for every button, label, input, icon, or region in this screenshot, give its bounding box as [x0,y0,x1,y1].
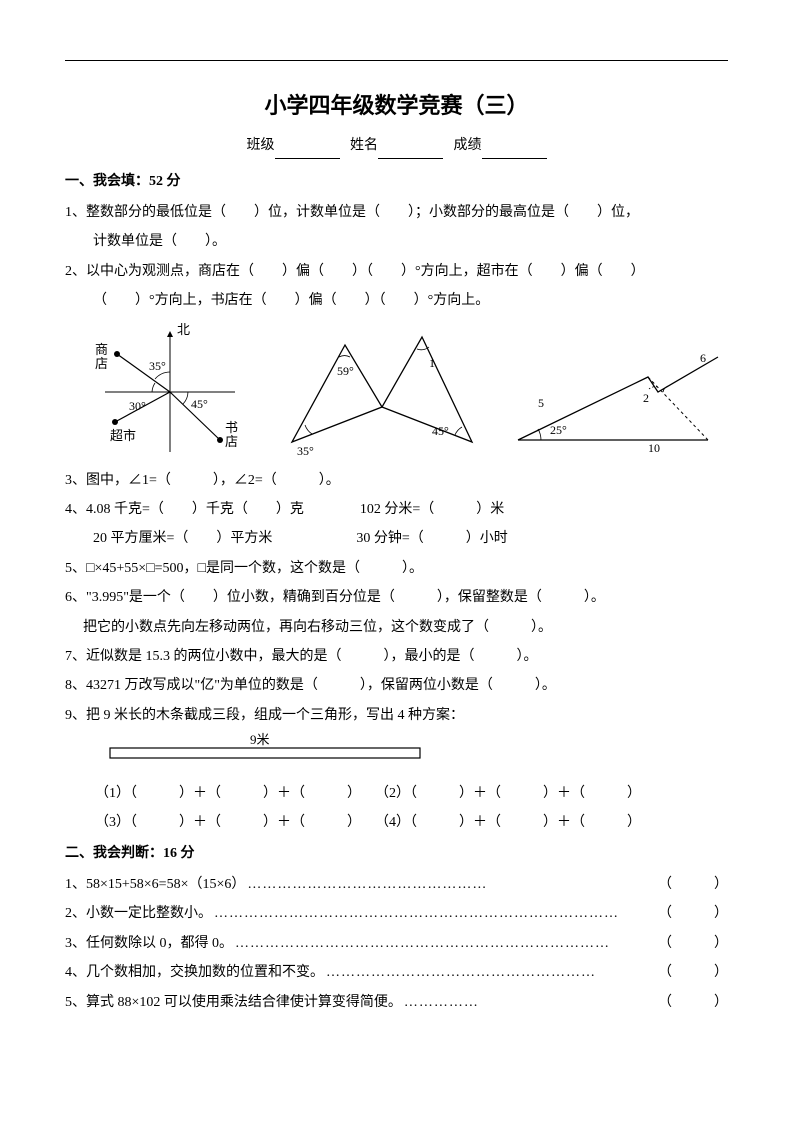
judge-q2: 2、小数一定比整数小。 ……………………………………………………………………… … [65,899,728,928]
judge-q3: 3、任何数除以 0，都得 0。 ………………………………………………………………… [65,929,728,958]
svg-text:35°: 35° [149,359,166,373]
svg-text:45°: 45° [432,424,449,438]
student-info-line: 班级 姓名 成绩 [65,133,728,160]
compass-diagram: 北 商店 35° 30° 45° 超市 书店 [85,322,255,462]
q9-row2: （3）（ ）＋（ ）＋（ ） （4）（ ）＋（ ）＋（ ） [65,808,728,837]
svg-text:35°: 35° [297,444,314,457]
q4a: 4、4.08 千克=（ ）千克（ ）克 102 分米=（ ）米 [65,495,728,524]
q1-line1: 1、整数部分的最低位是（ ）位，计数单位是（ ）；小数部分的最高位是（ ）位， [65,198,728,227]
svg-text:30°: 30° [129,399,146,413]
diagrams-row: 北 商店 35° 30° 45° 超市 书店 35° 59° 1 45° 25°… [85,322,728,462]
q8: 8、43271 万改写成以"亿"为单位的数是（ ），保留两位小数是（ ）。 [65,671,728,700]
q6a: 6、"3.995"是一个（ ）位小数，精确到百分位是（ ），保留整数是（ ）。 [65,583,728,612]
judge-q5: 5、算式 88×102 可以使用乘法结合律使计算变得简便。 …………… （ ） [65,988,728,1017]
page-title: 小学四年级数学竞赛（三） [65,85,728,127]
q9-row1: （1）（ ）＋（ ）＋（ ） （2）（ ）＋（ ）＋（ ） [65,779,728,808]
judge-q1: 1、58×15+58×6=58×（15×6） ………………………………………… … [65,870,728,899]
svg-text:2: 2 [643,391,649,405]
triangles-diagram: 35° 59° 1 45° [277,327,487,457]
svg-text:超市: 超市 [110,428,136,443]
section-1-head: 一、我会填：52 分 [65,169,728,196]
bar-9m-diagram: 9米 [105,732,728,775]
svg-text:25°: 25° [550,423,567,437]
q6b: 把它的小数点先向左移动两位，再向右移动三位，这个数变成了（ ）。 [65,613,728,642]
svg-text:10: 10 [648,441,660,452]
q1-line2: 计数单位是（ ）。 [65,227,728,256]
svg-text:59°: 59° [337,364,354,378]
q5: 5、□×45+55×□=500，□是同一个数，这个数是（ ）。 [65,554,728,583]
judge-q4: 4、几个数相加，交换加数的位置和不变。 ……………………………………………… （… [65,958,728,987]
svg-text:北: 北 [177,322,190,337]
svg-text:6: 6 [700,351,706,365]
class-label: 班级 [247,138,275,153]
svg-text:5: 5 [538,396,544,410]
q3: 3、图中，∠1=（ ），∠2=（ ）。 [65,466,728,495]
store-label: 商店 [95,342,108,371]
angle-diagram: 25° 5 2 6 10 [508,332,728,452]
svg-text:9米: 9米 [250,732,270,747]
q7: 7、近似数是 15.3 的两位小数中，最大的是（ ），最小的是（ ）。 [65,642,728,671]
bookstore-label: 书店 [225,420,238,449]
score-label: 成绩 [454,138,482,153]
q4b: 20 平方厘米=（ ）平方米 30 分钟=（ ）小时 [65,524,728,553]
q2-line2: （ ）°方向上，书店在（ ）偏（ ）（ ）°方向上。 [65,286,728,315]
q2-line1: 2、以中心为观测点，商店在（ ）偏（ ）（ ）°方向上，超市在（ ）偏（ ） [65,257,728,286]
svg-text:45°: 45° [191,397,208,411]
name-label: 姓名 [350,138,378,153]
section-2-head: 二、我会判断：16 分 [65,841,728,868]
q9: 9、把 9 米长的木条截成三段，组成一个三角形，写出 4 种方案： [65,701,728,730]
svg-text:1: 1 [429,356,435,370]
